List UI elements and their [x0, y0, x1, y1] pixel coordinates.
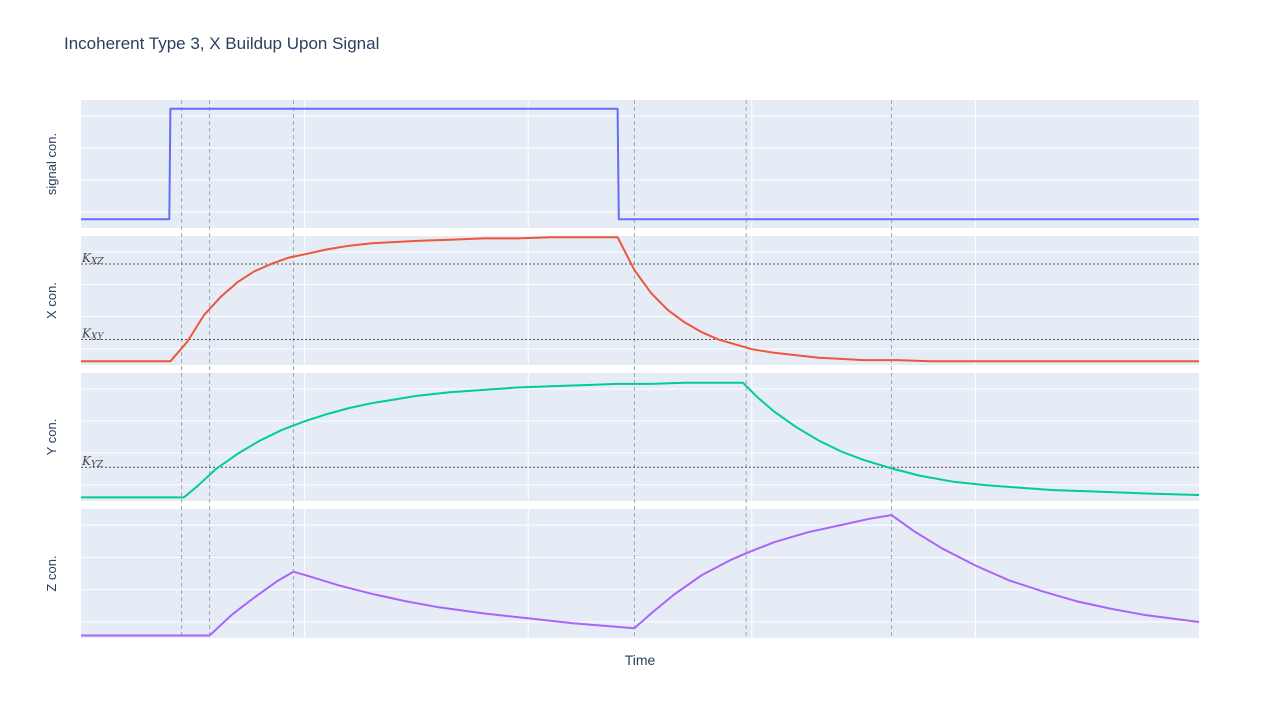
series-line-signal [81, 107, 1199, 221]
panel-background-y [81, 373, 1199, 501]
threshold-label-yz: KYZ [81, 454, 104, 470]
event-lines [181, 100, 893, 638]
series-line-z [81, 514, 1200, 637]
y-axis-label-signal: signal con. [44, 133, 59, 195]
panel-background-z [81, 509, 1199, 638]
threshold-label-xz: KXZ [81, 251, 104, 267]
threshold-label-xy: KXY [81, 326, 104, 342]
y-axis-label-x: X con. [44, 282, 59, 319]
y-axis-label-z: Z con. [44, 555, 59, 591]
series-layer: KXZ KXY KYZ [81, 107, 1200, 637]
panels-layer: signal con. X con. Y con. Z con. [44, 100, 1199, 638]
series-line-x [81, 236, 1199, 363]
chart-title: Incoherent Type 3, X Buildup Upon Signal [64, 34, 380, 53]
panel-background-x [81, 236, 1199, 365]
panel-background-signal [81, 100, 1199, 228]
series-line-y [81, 381, 1200, 499]
x-axis-label: Time [625, 652, 656, 668]
y-axis-label-y: Y con. [44, 419, 59, 456]
